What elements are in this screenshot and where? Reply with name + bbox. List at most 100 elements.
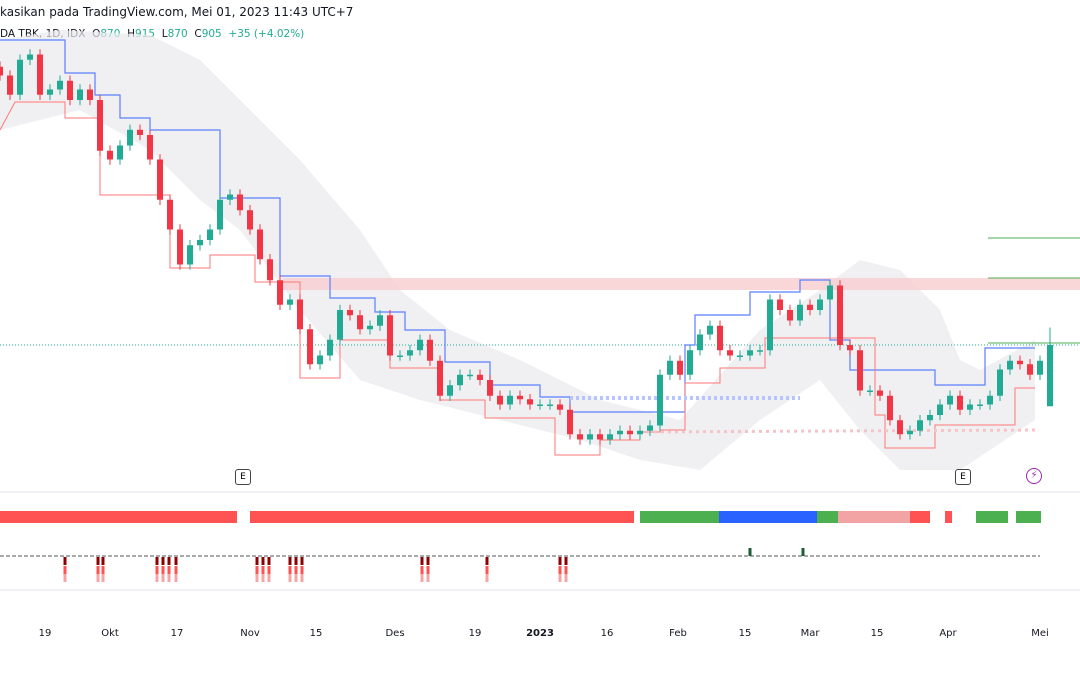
lower-step-line — [0, 101, 1035, 456]
candle — [687, 350, 693, 375]
candle — [987, 395, 993, 405]
bear-spike — [101, 557, 105, 565]
candle — [37, 54, 43, 95]
bull-spike — [748, 548, 752, 556]
close-label: C — [194, 28, 202, 40]
candle — [1017, 360, 1023, 365]
bear-spike — [96, 574, 100, 582]
candle — [657, 374, 663, 426]
bear-spike — [420, 557, 424, 565]
candle — [317, 355, 323, 365]
candle — [957, 395, 963, 410]
candle — [867, 390, 873, 392]
earnings-marker[interactable]: E — [955, 469, 971, 485]
candle — [817, 299, 823, 310]
candle — [417, 339, 423, 351]
bear-spike — [420, 566, 424, 574]
candle — [1047, 345, 1053, 407]
x-tick-label: Nov — [240, 628, 260, 639]
trend-seg-red — [250, 511, 634, 523]
bear-spike — [564, 557, 568, 565]
candle — [627, 430, 633, 435]
candle — [617, 430, 623, 435]
trend-seg-red — [945, 511, 952, 523]
bear-spike — [167, 574, 171, 582]
bear-spike — [300, 557, 304, 565]
candle — [437, 360, 443, 396]
lightning-icon[interactable]: ⚡ — [1026, 468, 1042, 484]
trend-seg-green — [640, 511, 719, 523]
candle — [137, 129, 143, 135]
bear-spike — [558, 566, 562, 574]
bear-spike — [564, 574, 568, 582]
bear-spike — [101, 574, 105, 582]
candle — [387, 315, 393, 356]
low-value: 870 — [167, 28, 188, 40]
candle — [1007, 360, 1013, 370]
x-tick-label: Apr — [939, 628, 957, 639]
candle — [297, 299, 303, 330]
candle — [727, 350, 733, 356]
trend-seg-blue — [719, 511, 817, 523]
bull-spike — [801, 548, 805, 556]
candle — [537, 404, 543, 406]
candle — [357, 315, 363, 330]
candle — [77, 89, 83, 100]
candle — [947, 395, 953, 405]
bear-spike — [558, 574, 562, 582]
candle — [267, 259, 273, 281]
x-tick-label: Okt — [101, 628, 119, 639]
candle — [757, 350, 763, 352]
bear-spike — [426, 566, 430, 574]
candle — [837, 285, 843, 345]
candle — [847, 345, 853, 351]
candle — [57, 80, 63, 90]
bear-spike — [63, 566, 67, 574]
bear-spike — [294, 574, 298, 582]
candle — [367, 325, 373, 330]
candle — [197, 240, 203, 246]
x-tick-label: 17 — [170, 628, 184, 639]
candle — [467, 374, 473, 377]
candle — [107, 150, 113, 160]
resistance-zone — [283, 278, 1080, 290]
candle — [897, 420, 903, 435]
bear-spike — [267, 574, 271, 582]
bear-spike — [485, 574, 489, 582]
candle — [827, 285, 833, 300]
candle — [87, 89, 93, 100]
candle — [277, 280, 283, 305]
candle — [607, 434, 613, 440]
bear-spike — [161, 566, 165, 574]
candle — [97, 100, 103, 151]
candle — [127, 129, 133, 146]
candle — [547, 404, 553, 406]
bear-spike — [174, 574, 178, 582]
bear-spike — [155, 574, 159, 582]
candle — [597, 434, 603, 440]
candle — [167, 199, 173, 230]
candle — [927, 415, 933, 421]
trend-seg-green — [1016, 511, 1041, 523]
candle — [397, 355, 403, 357]
candle — [1037, 360, 1043, 375]
change-value: +35 (+4.02%) — [228, 28, 305, 40]
bear-spike — [167, 557, 171, 565]
bear-spike — [174, 566, 178, 574]
candle — [887, 395, 893, 421]
dotted-lower — [639, 428, 1036, 434]
bear-spike — [155, 566, 159, 574]
bear-spike — [564, 566, 568, 574]
candle — [307, 329, 313, 365]
candle — [967, 404, 973, 410]
candle — [427, 339, 433, 361]
trend-seg-green — [976, 511, 1008, 523]
candle — [287, 299, 293, 305]
earnings-marker[interactable]: E — [235, 469, 251, 485]
candle — [227, 194, 233, 200]
close-value: 905 — [201, 28, 222, 40]
candle — [577, 434, 583, 440]
bear-spike — [161, 557, 165, 565]
bear-spike — [300, 566, 304, 574]
